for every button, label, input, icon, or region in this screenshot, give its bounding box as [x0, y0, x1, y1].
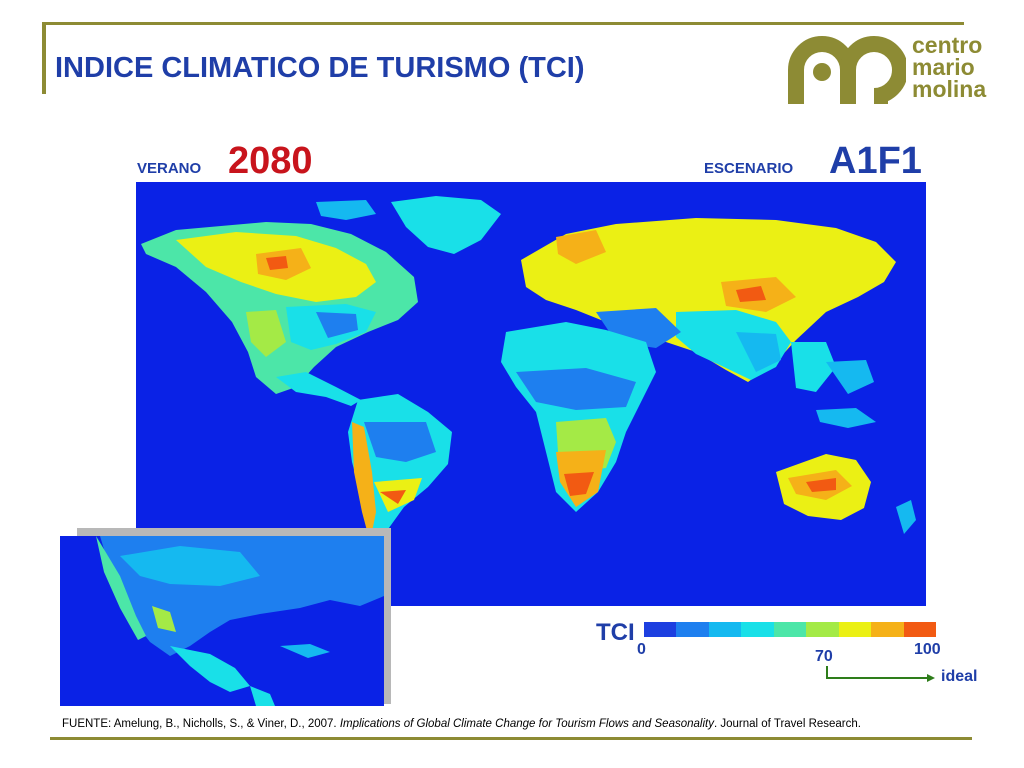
scale-swatch-1 — [676, 622, 709, 637]
inset-map-graphic — [60, 536, 384, 706]
centro-mario-molina-logo-icon — [788, 36, 906, 104]
top-rule — [42, 22, 964, 25]
source-citation: FUENTE: Amelung, B., Nicholls, S., & Vin… — [62, 718, 861, 730]
scenario-label: ESCENARIO — [704, 160, 794, 177]
legend-max-label: 100 — [914, 641, 941, 658]
south-america — [348, 394, 452, 552]
north-america — [141, 196, 501, 406]
year-label: 2080 — [228, 140, 313, 182]
season-label: VERANO — [137, 160, 202, 177]
africa — [501, 322, 656, 512]
eurasia — [521, 218, 896, 394]
southeast-asia-islands — [816, 408, 876, 428]
scenario-value: A1F1 — [829, 140, 922, 182]
scale-swatch-0 — [644, 622, 677, 637]
scale-swatch-8 — [903, 622, 936, 637]
legend-title: TCI — [596, 619, 635, 646]
australia — [776, 454, 916, 534]
logo-text: centro mario molina — [912, 32, 987, 102]
scale-swatch-7 — [871, 622, 904, 637]
title-accent-bar — [42, 24, 46, 94]
page-title: INDICE CLIMATICO DE TURISMO (TCI) — [55, 52, 585, 84]
logo-line-molina: molina — [912, 76, 987, 102]
color-scale-bar — [644, 622, 936, 637]
source-title: Implications of Global Climate Change fo… — [339, 718, 714, 730]
source-suffix: . Journal of Travel Research. — [713, 718, 861, 730]
scale-swatch-4 — [773, 622, 807, 637]
ideal-label: ideal — [941, 668, 978, 685]
world-tci-map — [136, 182, 926, 606]
legend-mid-label: 70 — [815, 648, 833, 665]
scale-swatch-6 — [838, 622, 872, 637]
logo-line-mario: mario — [912, 54, 975, 80]
source-prefix: FUENTE: Amelung, B., Nicholls, S., & Vin… — [62, 718, 340, 730]
scale-swatch-5 — [806, 622, 839, 637]
ideal-arrow-icon — [826, 666, 935, 682]
scale-swatch-3 — [741, 622, 774, 637]
legend-min-label: 0 — [637, 641, 646, 658]
scale-swatch-2 — [708, 622, 742, 637]
logo-line-centro: centro — [912, 32, 983, 58]
bottom-rule — [50, 737, 972, 740]
inset-map-mexico — [60, 536, 384, 706]
